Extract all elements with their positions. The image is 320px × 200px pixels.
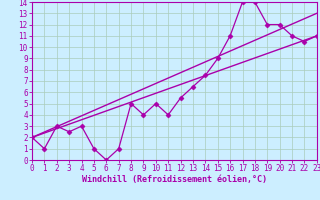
X-axis label: Windchill (Refroidissement éolien,°C): Windchill (Refroidissement éolien,°C) [82,175,267,184]
